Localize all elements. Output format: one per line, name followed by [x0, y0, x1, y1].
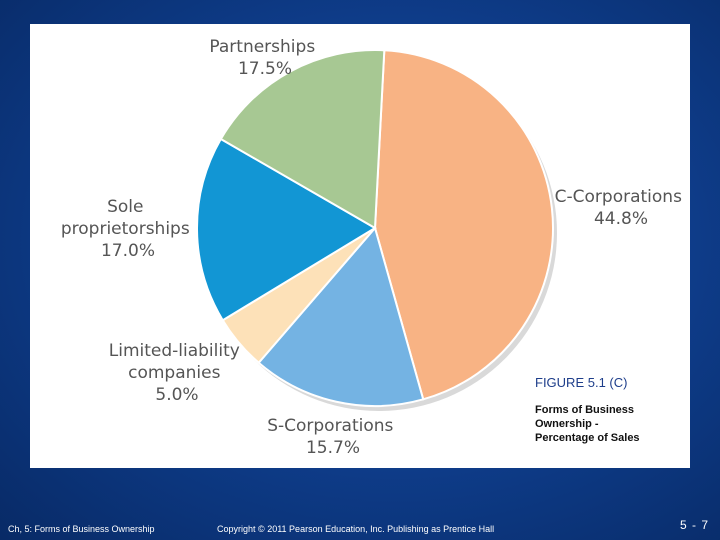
pie-slice-s-corporations [257, 225, 425, 407]
pie-chart: Partnerships 17.5% C-Corporations 44.8% … [61, 37, 688, 458]
figure-subtitle-line: Forms of Business [535, 404, 635, 416]
label-llc: Limited-liability companies 5.0% [109, 341, 245, 405]
pie-slice-partnerships [219, 49, 386, 230]
label-sole-proprietorships: Sole proprietorships 17.0% [61, 197, 195, 261]
figure-subtitle-line: Percentage of Sales [535, 432, 640, 444]
footer-chapter: Ch, 5: Forms of Business Ownership [8, 524, 155, 534]
figure-subtitle: Forms of Business Ownership - Percentage… [535, 403, 675, 445]
label-partnerships: Partnerships 17.5% [209, 37, 320, 79]
chart-panel: Partnerships 17.5% C-Corporations 44.8% … [30, 24, 690, 468]
figure-subtitle-line: Ownership - [535, 418, 599, 430]
label-s-corporations: S-Corporations 15.7% [267, 416, 399, 458]
pie-slices [196, 49, 557, 411]
copyright-text: 2011 Pearson Education, Inc. Publishing … [267, 524, 495, 534]
label-c-corporations: C-Corporations 44.8% [555, 187, 688, 229]
page-number: 5 - 7 [680, 518, 710, 532]
footer-copyright: Copyright © 2011 Pearson Education, Inc.… [217, 524, 494, 534]
pie-slice-c-corporations [373, 49, 554, 401]
copyright-icon: © [258, 524, 265, 534]
copyright-prefix: Copyright [217, 524, 256, 534]
figure-title: FIGURE 5.1 (C) [535, 375, 628, 390]
pie-slice-sole-proprietorships [196, 137, 377, 322]
